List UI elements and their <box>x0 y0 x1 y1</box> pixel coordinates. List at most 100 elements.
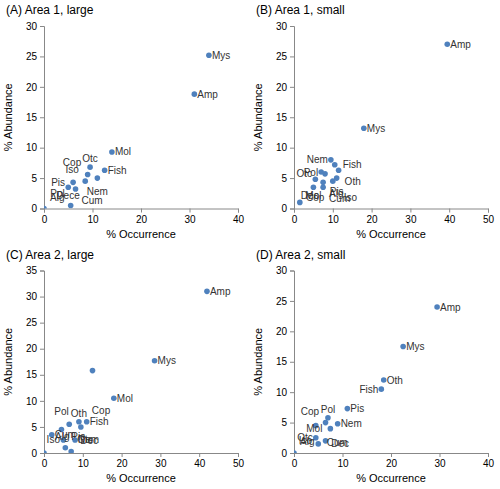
x-axis-line <box>295 209 489 213</box>
point-label: Dec <box>331 438 349 449</box>
panel: (C) Area 2, large01020304050051015202530… <box>2 248 244 485</box>
x-tick-mark <box>391 453 392 457</box>
y-tick-mark <box>40 427 44 428</box>
point-label: Mys <box>406 341 424 352</box>
y-tick-mark <box>40 56 44 57</box>
x-tick: 10 <box>328 209 340 225</box>
x-tick: 50 <box>233 453 245 469</box>
point <box>87 164 93 170</box>
y-tick-label: 10 <box>26 396 38 407</box>
y-tick: 20 <box>276 326 294 337</box>
point <box>68 203 74 209</box>
x-tick-mark <box>238 209 239 213</box>
point-label: Nem <box>307 154 328 165</box>
x-tick-mark <box>449 209 450 213</box>
y-tick-label: 20 <box>26 82 38 93</box>
y-tick-mark <box>290 271 294 272</box>
x-tick-mark <box>333 209 334 213</box>
x-tick-mark <box>343 453 344 457</box>
point-label: Alg <box>300 436 314 447</box>
points <box>44 52 212 208</box>
y-tick: 0 <box>31 448 44 459</box>
point <box>328 426 334 432</box>
point <box>65 184 71 190</box>
x-tick-label: 20 <box>117 458 129 469</box>
y-tick: 30 <box>26 291 44 302</box>
x-tick: 10 <box>87 209 99 225</box>
point <box>102 167 108 173</box>
x-axis: 01020304050 <box>292 209 495 225</box>
point <box>323 420 329 426</box>
y-tick-label: 30 <box>276 21 288 32</box>
y-tick-mark <box>40 453 44 454</box>
y-tick-label: 0 <box>31 448 37 459</box>
point-label: Amp <box>210 286 231 297</box>
x-tick-label: 10 <box>78 458 90 469</box>
y-tick-mark <box>40 209 44 210</box>
y-tick-mark <box>40 323 44 324</box>
point <box>330 178 336 184</box>
point <box>325 415 331 421</box>
point <box>192 91 198 97</box>
y-tick-mark <box>40 349 44 350</box>
y-tick-mark <box>290 301 294 302</box>
x-axis-title: % Occurrence <box>106 472 176 484</box>
y-tick-label: 0 <box>281 448 287 459</box>
y-tick-label: 10 <box>276 387 288 398</box>
y-axis-line <box>290 27 295 210</box>
point-label: Pis <box>51 177 65 188</box>
x-tick: 40 <box>444 209 456 225</box>
point-label: Iso <box>65 164 79 175</box>
y-tick-label: 0 <box>31 203 37 214</box>
point <box>66 422 72 428</box>
x-tick-label: 0 <box>42 214 48 225</box>
x-tick-label: 40 <box>483 458 495 469</box>
y-tick: 25 <box>26 317 44 328</box>
y-tick: 0 <box>281 203 294 214</box>
x-tick-label: 20 <box>136 214 148 225</box>
y-axis-line <box>40 271 45 454</box>
y-tick: 15 <box>26 369 44 380</box>
chart-title: (D) Area 2, small <box>256 248 345 262</box>
x-tick-label: 30 <box>434 458 446 469</box>
x-tick: 30 <box>184 209 196 225</box>
y-tick-label: 5 <box>281 417 287 428</box>
figure: (A) Area 1, large010203040051015202530% … <box>0 0 500 489</box>
point-label: Fish <box>108 165 127 176</box>
y-tick-mark <box>290 87 294 88</box>
point-label: Dec <box>301 190 319 201</box>
x-axis-line <box>45 454 239 458</box>
point-label: Amp <box>450 39 471 50</box>
x-tick: 40 <box>194 453 206 469</box>
y-tick-label: 5 <box>31 422 37 433</box>
y-tick-mark <box>40 87 44 88</box>
point-label: Oth <box>345 176 361 187</box>
y-tick-mark <box>290 362 294 363</box>
x-tick-mark <box>160 453 161 457</box>
x-tick-label: 20 <box>367 214 379 225</box>
x-tick-mark <box>488 209 489 213</box>
x-tick-label: 50 <box>233 458 245 469</box>
y-axis: 051015202530 <box>276 21 295 215</box>
point-labels: MysAmpMolFishOtcCopPisNemIsoDeceCumAlgPo… <box>50 50 230 206</box>
x-tick-label: 0 <box>292 214 298 225</box>
point-label: Pol <box>321 404 335 415</box>
x-tick: 40 <box>233 209 245 225</box>
point <box>345 406 351 412</box>
point <box>294 450 297 453</box>
point-label: Cop <box>92 405 111 416</box>
point-label: Otc <box>77 434 93 445</box>
point <box>85 172 91 178</box>
point-label: Mys <box>212 50 230 61</box>
point <box>336 167 342 173</box>
y-tick-mark <box>40 401 44 402</box>
point-label: Cop <box>301 406 320 417</box>
x-tick-mark <box>488 453 489 457</box>
point <box>332 162 338 168</box>
x-tick-mark <box>410 209 411 213</box>
y-tick: 5 <box>281 173 294 184</box>
point-label: Pol <box>50 188 64 199</box>
points <box>44 289 210 453</box>
x-tick-mark <box>122 453 123 457</box>
y-tick: 5 <box>281 417 294 428</box>
